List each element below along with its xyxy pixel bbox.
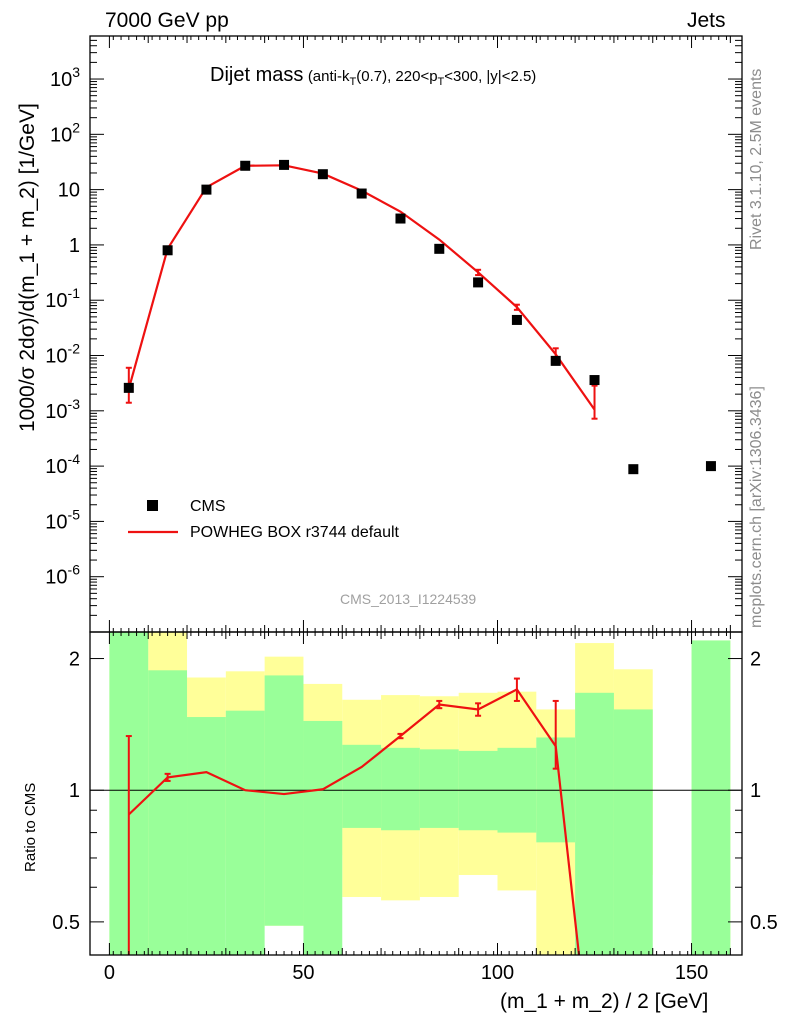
band-inner-8 [419, 749, 459, 828]
band-inner-7 [381, 747, 420, 831]
cms-point-12 [589, 375, 600, 386]
band-inner-13 [613, 709, 653, 955]
ratio-mc-series [125, 677, 581, 955]
cms-point-13 [628, 464, 639, 475]
cms-point-0 [123, 382, 134, 393]
y-tick-label-3: 10-3 [45, 396, 80, 423]
cms-point-6 [356, 188, 367, 199]
cms-point-10 [511, 314, 522, 325]
ratio-tick-label-left-0: 0.5 [52, 912, 80, 934]
band-inner-12 [575, 692, 614, 955]
y-tick-label-5: 10-1 [45, 285, 80, 312]
legend-label-cms: CMS [190, 498, 226, 515]
y-tick-label-7: 10 [58, 180, 80, 202]
x-tick-label-1: 50 [292, 962, 314, 984]
band-inner-6 [342, 744, 382, 828]
legend-label-mc: POWHEG BOX r3744 default [190, 524, 399, 541]
band-inner-3 [225, 710, 265, 955]
y-tick-label-2: 10-4 [45, 451, 80, 478]
ratio-tick-label-right-1: 1 [750, 780, 761, 802]
y-tick-label-8: 102 [50, 119, 80, 146]
title-sub: (anti-kT(0.7), 220<pT<300, |y|<2.5) [307, 68, 537, 88]
header-right: Jets [687, 9, 726, 32]
plot-title: Dijet mass (anti-kT(0.7), 220<pT<300, |y… [210, 64, 536, 88]
band-inner-4 [264, 675, 304, 926]
x-tick-label-3: 150 [675, 962, 708, 984]
y-tick-label-1: 10-5 [45, 506, 80, 533]
ratio-tick-label-left-2: 2 [69, 649, 80, 671]
band-inner-1 [148, 670, 188, 955]
cms-point-8 [434, 243, 445, 254]
analysis-watermark: CMS_2013_I1224539 [340, 591, 477, 607]
source-label: mcplots.cern.ch [arXiv:1306.3436] [748, 386, 765, 628]
x-tick-label-0: 0 [104, 962, 115, 984]
cms-point-7 [395, 213, 406, 224]
x-tick-label-2: 100 [481, 962, 514, 984]
cms-point-5 [317, 169, 328, 180]
y-tick-label-0: 10-6 [45, 562, 80, 589]
ratio-mc-line [128, 687, 581, 955]
legend-markers [128, 500, 178, 534]
ratio-tick-label-right-0: 0.5 [750, 912, 778, 934]
x-axis-label: (m_1 + m_2) / 2 [GeV] [500, 990, 709, 1013]
ratio-tick-label-right-2: 2 [750, 649, 761, 671]
mc-series [125, 164, 598, 420]
cms-point-14 [705, 461, 716, 472]
cms-point-11 [550, 355, 561, 366]
y-tick-label-9: 103 [50, 64, 80, 91]
title-main: Dijet mass [210, 64, 304, 86]
y-axis-label-bottom: Ratio to CMS [22, 782, 39, 872]
cms-point-2 [201, 184, 212, 195]
header-left: 7000 GeV pp [105, 9, 229, 32]
cms-point-4 [279, 159, 290, 170]
cms-point-9 [473, 277, 484, 288]
y-tick-label-6: 1 [69, 235, 80, 257]
y-axis-label-top: 1000/σ 2dσ)/d(m_1 + m_2) [1/GeV] [16, 103, 39, 432]
cms-point-1 [162, 245, 173, 256]
y-tick-label-4: 10-2 [45, 341, 80, 368]
ratio-tick-label-left-1: 1 [69, 780, 80, 802]
band-inner-2 [187, 717, 226, 955]
cms-point-3 [240, 160, 251, 171]
legend-marker-cms [147, 500, 158, 511]
band-inner-14 [691, 640, 731, 955]
rivet-version-label: Rivet 3.1.10, 2.5M events [748, 68, 765, 250]
top-frame [89, 35, 743, 633]
mc-line [127, 164, 596, 411]
band-inner-5 [303, 720, 343, 955]
cms-data-series [123, 159, 716, 475]
axis-ticks [90, 35, 742, 955]
